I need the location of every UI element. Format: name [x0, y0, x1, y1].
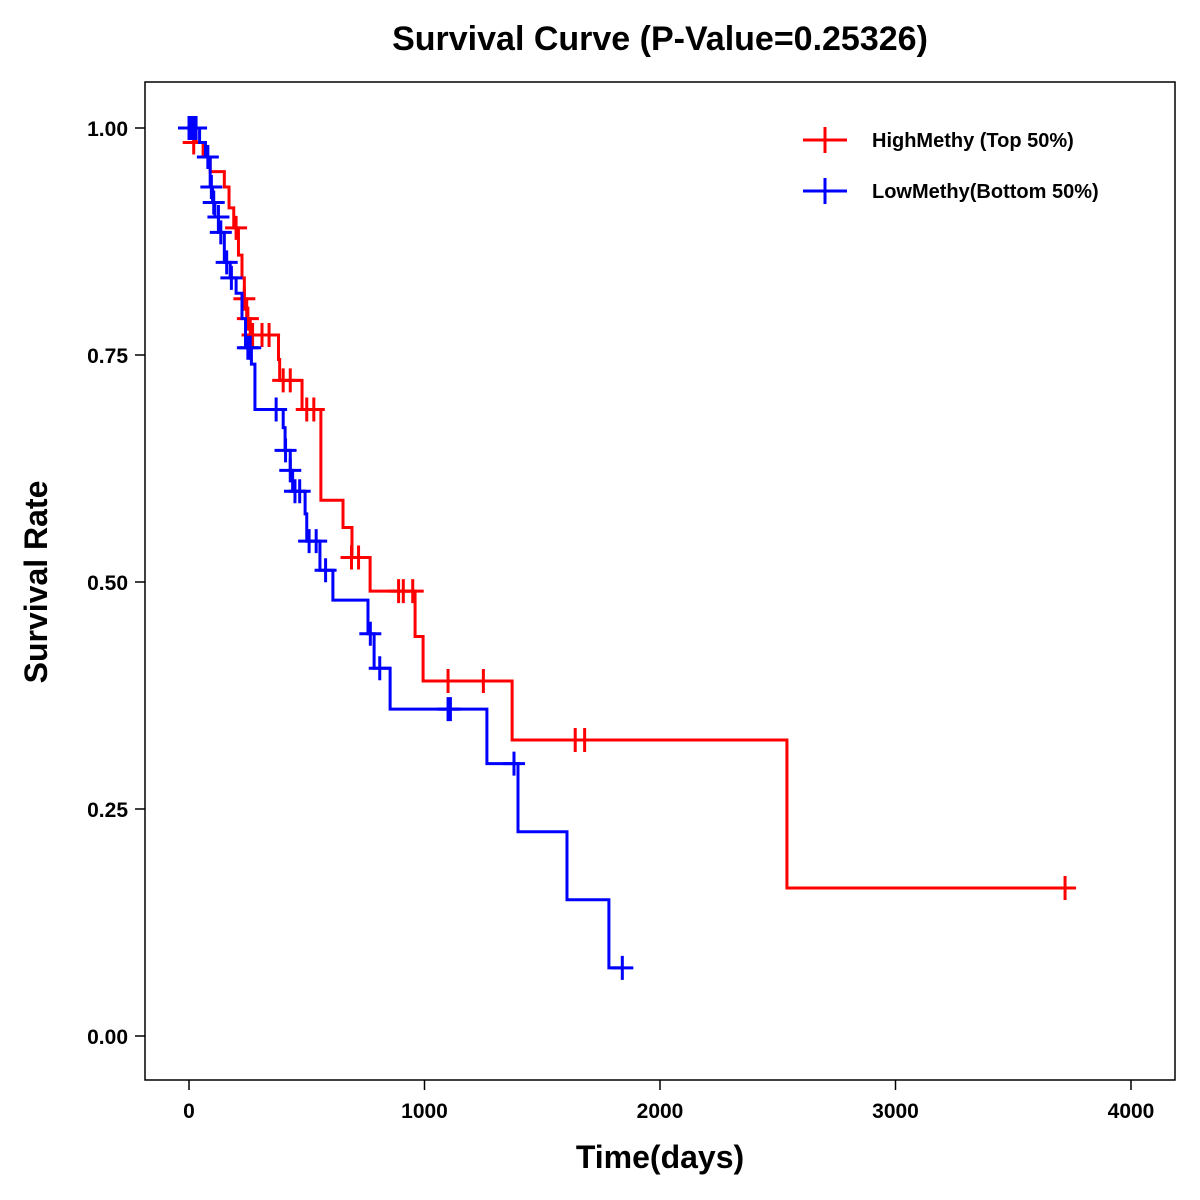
y-tick-label: 0.50 [87, 572, 128, 595]
censor-mark [233, 286, 256, 311]
x-axis: 0 1000 2000 3000 4000 [183, 1080, 1154, 1123]
censor-mark [502, 751, 525, 776]
y-axis: 0.00 0.25 0.50 0.75 1.00 [87, 118, 145, 1049]
censor-mark [314, 558, 337, 583]
y-tick-label: 0.00 [87, 1026, 128, 1049]
censor-mark [288, 479, 311, 504]
censor-mark [236, 306, 259, 331]
y-axis-label: Survival Rate [18, 481, 54, 684]
censor-mark [368, 656, 391, 681]
censor-mark [239, 335, 262, 360]
censor-mark [573, 727, 596, 752]
censor-mark [220, 265, 243, 290]
censor-mark [274, 438, 297, 463]
censor-mark [1054, 875, 1077, 900]
y-tick-label: 0.75 [87, 345, 128, 368]
survival-curve-low [189, 126, 623, 970]
censor-mark [196, 145, 219, 170]
curves [178, 116, 1077, 980]
plot-area [144, 81, 1176, 1081]
censor-mark [185, 116, 208, 140]
censor-mark [302, 397, 325, 422]
censor-mark [279, 458, 302, 483]
legend-key [803, 178, 847, 204]
y-tick-label: 0.25 [87, 799, 128, 822]
censor-mark [439, 697, 462, 722]
x-tick-label: 1000 [401, 1100, 448, 1123]
x-tick-label: 0 [183, 1100, 195, 1123]
censor-mark [209, 220, 232, 245]
x-tick-label: 3000 [872, 1100, 919, 1123]
x-axis-label: Time(days) [576, 1139, 744, 1175]
censor-mark [611, 955, 634, 980]
legend-label: HighMethy (Top 50%) [872, 130, 1074, 152]
censor-mark [347, 545, 370, 570]
censor-mark [207, 204, 230, 229]
survival-curve-high [189, 126, 1066, 890]
censor-mark [279, 368, 302, 393]
censor-mark [215, 250, 238, 275]
censor-mark [359, 621, 382, 646]
censor-mark [258, 323, 281, 348]
x-tick-label: 2000 [637, 1100, 684, 1123]
censor-mark [265, 397, 288, 422]
censor-mark [225, 215, 248, 240]
censor-mark [437, 668, 460, 693]
x-tick-label: 4000 [1108, 1100, 1155, 1123]
censor-mark [305, 529, 328, 554]
censor-mark [401, 579, 424, 604]
legend: HighMethy (Top 50%) LowMethy(Bottom 50%) [803, 127, 1099, 204]
legend-key [803, 127, 847, 153]
censor-mark [202, 190, 225, 215]
legend-label: LowMethy(Bottom 50%) [872, 181, 1099, 203]
censor-mark [200, 175, 223, 200]
y-tick-label: 1.00 [87, 118, 128, 141]
chart-title: Survival Curve (P-Value=0.25326) [392, 20, 928, 58]
censor-mark [472, 668, 495, 693]
